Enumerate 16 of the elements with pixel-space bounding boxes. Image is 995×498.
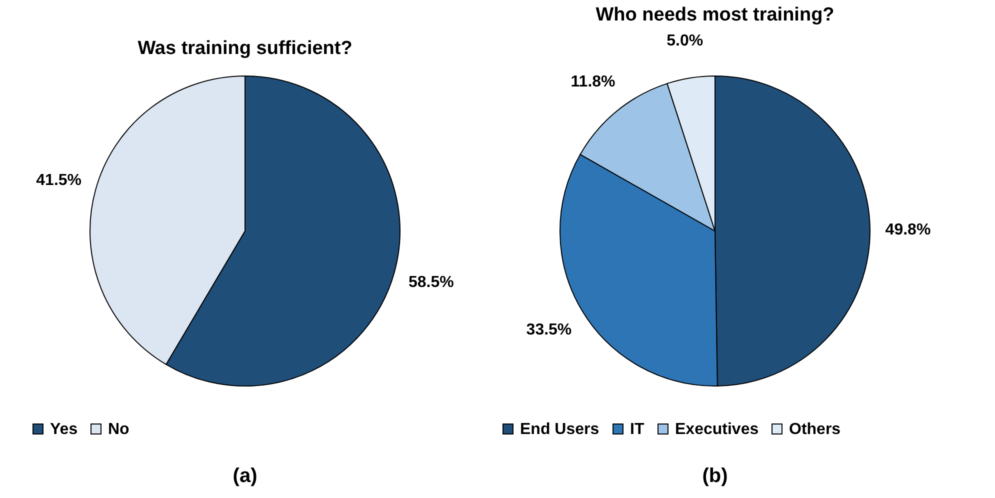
legend-label: IT bbox=[630, 421, 644, 438]
chart-title: Was training sufficient? bbox=[138, 38, 352, 59]
text: (a) bbox=[232, 465, 258, 487]
data-label: 5.0% bbox=[666, 32, 704, 50]
legend-label: No bbox=[108, 421, 130, 438]
data-label: 49.8% bbox=[885, 221, 931, 238]
data-label: 58.5% bbox=[408, 274, 454, 291]
legend-label: End Users bbox=[520, 421, 600, 438]
data-label: 33.5% bbox=[526, 321, 572, 338]
text: (b) bbox=[702, 465, 728, 487]
legend-label: Executives bbox=[675, 421, 759, 438]
legend-label: Others bbox=[789, 421, 841, 438]
data-label: 41.5% bbox=[36, 172, 82, 190]
chart-title: Who needs most training? bbox=[596, 4, 834, 26]
data-label: 11.8% bbox=[570, 73, 616, 90]
legend-label: Yes bbox=[50, 421, 78, 438]
